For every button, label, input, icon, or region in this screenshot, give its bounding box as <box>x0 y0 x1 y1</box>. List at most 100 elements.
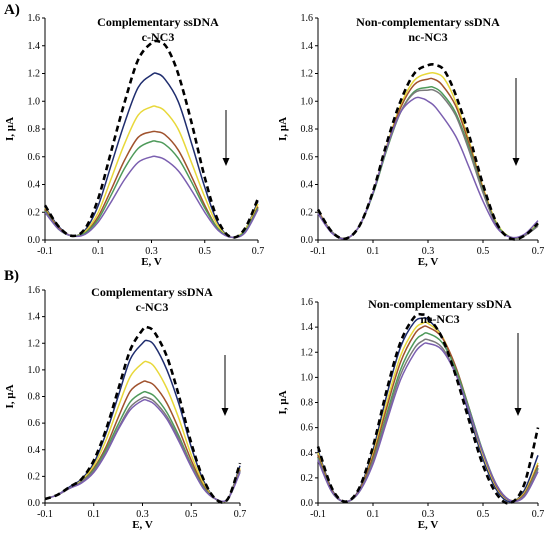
y-tick-label: 1.0 <box>28 96 41 107</box>
series-line <box>44 360 241 503</box>
x-tick-label: 0.3 <box>145 246 158 257</box>
chart-title: Complementary ssDNA <box>97 15 219 29</box>
y-tick-label: 0.8 <box>28 392 41 403</box>
x-axis-label: E, V <box>141 256 162 268</box>
x-tick-label: 0.5 <box>199 246 212 257</box>
x-tick-label: 0.3 <box>136 509 149 520</box>
x-tick-label: 0.7 <box>532 509 545 520</box>
series-line <box>317 325 539 503</box>
y-tick-label: 1.4 <box>28 312 41 323</box>
y-tick-label: 1.2 <box>28 69 41 80</box>
y-tick-label: 0.4 <box>28 445 41 456</box>
trend-arrow-head <box>222 158 230 166</box>
series-line <box>317 332 539 503</box>
y-tick-label: 0.2 <box>28 471 41 482</box>
y-tick-label: 0.0 <box>301 498 314 509</box>
y-tick-label: 0.6 <box>301 152 314 163</box>
x-axis-label: E, V <box>132 519 153 531</box>
y-tick-label: 0.6 <box>301 423 314 434</box>
chart-subtitle: c-NC3 <box>136 300 169 314</box>
x-tick-label: 0.7 <box>532 246 545 257</box>
series-line <box>317 88 539 240</box>
series-line <box>44 140 259 239</box>
y-tick-label: 1.4 <box>301 41 314 52</box>
series-line <box>44 339 241 504</box>
y-tick-label: 1.6 <box>28 13 41 24</box>
series-line-dashed <box>316 312 540 505</box>
y-tick-label: 0.8 <box>301 398 314 409</box>
y-axis-label: I, µA <box>277 117 289 141</box>
x-tick-label: 0.1 <box>92 246 105 257</box>
y-tick-label: 1.0 <box>301 96 314 107</box>
series-line <box>317 321 539 503</box>
y-tick-label: 0.8 <box>28 124 41 135</box>
series-line <box>44 398 241 503</box>
x-tick-label: 0.3 <box>422 246 435 257</box>
y-tick-label: 0.2 <box>301 473 314 484</box>
y-axis-label: I, µA <box>4 117 16 141</box>
series-line-dashed <box>43 39 260 239</box>
chart-1: 0.0 0.2 0.4 0.6 0.8 1.0 1.2 1.4 1.6 -0.1 0.1 0.3 0.5… <box>4 13 264 268</box>
series-line <box>317 96 539 240</box>
y-tick-label: 1.0 <box>301 372 314 383</box>
series-line-dashed <box>316 63 539 241</box>
y-tick-label: 0.2 <box>28 207 41 218</box>
series-line <box>317 86 539 240</box>
panel-label-a: A) <box>4 2 20 18</box>
chart-subtitle: nc-NC3 <box>420 312 459 326</box>
series-line <box>44 105 259 239</box>
y-tick-label: 0.4 <box>301 448 314 459</box>
chart-subtitle: nc-NC3 <box>408 30 447 44</box>
panel-label-b: B) <box>4 268 19 284</box>
y-tick-label: 0.4 <box>301 180 314 191</box>
series-line <box>317 342 539 503</box>
y-tick-label: 0.0 <box>28 498 41 509</box>
x-tick-label: -0.1 <box>37 509 53 520</box>
y-tick-label: 0.4 <box>28 180 41 191</box>
chart-title: Non-complementary ssDNA <box>356 15 500 29</box>
x-tick-label: -0.1 <box>310 246 326 257</box>
y-tick-label: 0.8 <box>301 124 314 135</box>
x-tick-label: 0.7 <box>252 246 265 257</box>
series-line <box>317 77 539 240</box>
x-tick-label: -0.1 <box>37 246 53 257</box>
y-tick-label: 0.0 <box>301 235 314 246</box>
trend-arrow-head <box>512 158 520 166</box>
y-tick-label: 1.6 <box>28 285 41 296</box>
chart-subtitle: c-NC3 <box>142 30 175 44</box>
x-tick-label: 0.5 <box>185 509 198 520</box>
y-tick-label: 0.2 <box>301 207 314 218</box>
y-tick-label: 1.2 <box>301 69 314 80</box>
x-tick-label: 0.1 <box>88 509 101 520</box>
x-tick-label: 0.7 <box>234 509 247 520</box>
chart-4: 0.0 0.2 0.4 0.6 0.8 1.0 1.2 1.4 1.6 -0.1 0.1 0.3 0.5… <box>277 297 544 531</box>
chart-3: 0.0 0.2 0.4 0.6 0.8 1.0 1.2 1.4 1.6 -0.1 0.1 0.3 0.5… <box>4 285 246 531</box>
x-tick-label: 0.5 <box>477 509 490 520</box>
y-tick-label: 1.4 <box>301 322 314 333</box>
series-line-dashed <box>44 325 242 504</box>
y-tick-label: 1.6 <box>301 297 314 308</box>
x-axis-label: E, V <box>418 519 439 531</box>
chart-title: Complementary ssDNA <box>91 285 213 299</box>
series-line <box>44 155 259 239</box>
y-tick-label: 1.6 <box>301 13 314 24</box>
y-axis-label: I, µA <box>277 390 289 414</box>
y-tick-label: 0.0 <box>28 235 41 246</box>
chart-2: 0.0 0.2 0.4 0.6 0.8 1.0 1.2 1.4 1.6 -0.1 0.1 0.3 0.5… <box>277 13 544 268</box>
x-tick-label: 0.3 <box>422 509 435 520</box>
trend-arrow-head <box>514 408 522 416</box>
y-tick-label: 1.2 <box>301 347 314 358</box>
y-tick-label: 1.4 <box>28 41 41 52</box>
chart-title: Non-complementary ssDNA <box>368 297 512 311</box>
x-axis-label: E, V <box>418 256 439 268</box>
series-line <box>317 338 539 503</box>
x-tick-label: 0.5 <box>477 246 490 257</box>
x-tick-label: -0.1 <box>310 509 326 520</box>
y-tick-label: 1.2 <box>28 338 41 349</box>
y-tick-label: 0.6 <box>28 418 41 429</box>
series-line <box>317 316 539 503</box>
x-tick-label: 0.1 <box>367 509 380 520</box>
y-tick-label: 0.6 <box>28 152 41 163</box>
series-line <box>317 71 539 240</box>
